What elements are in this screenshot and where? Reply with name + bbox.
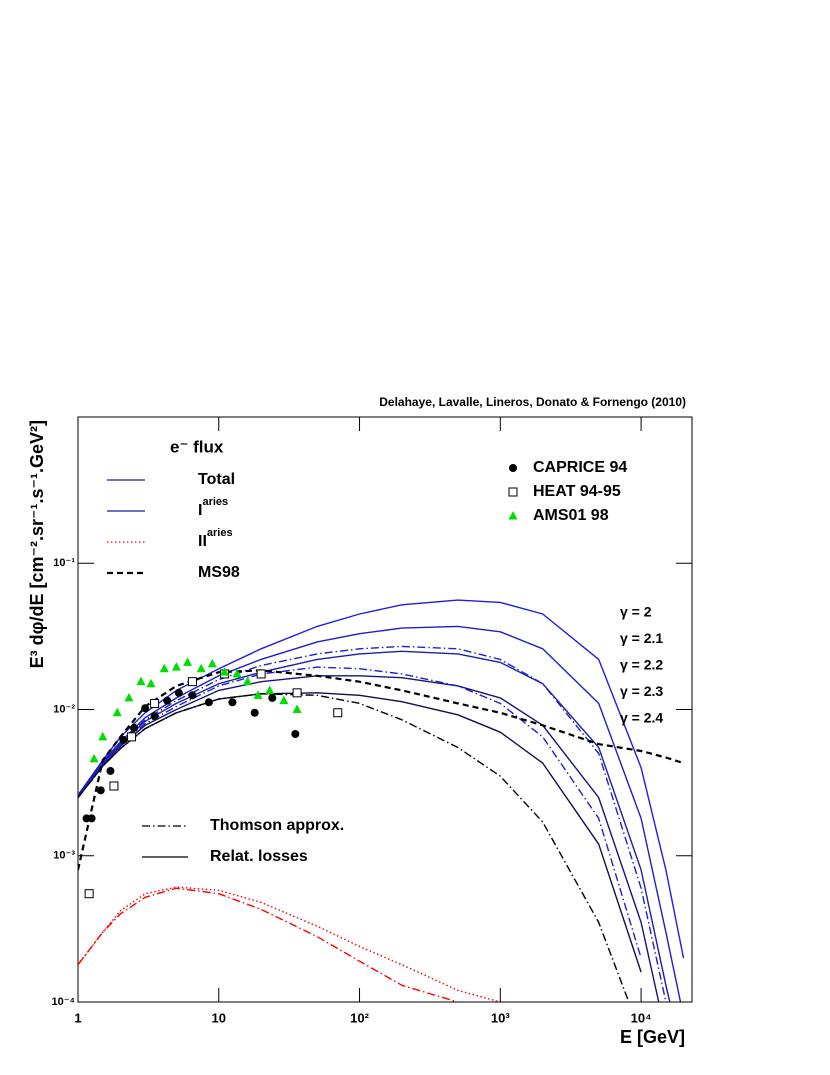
data-point — [136, 676, 146, 686]
legend-sup: aries — [202, 496, 228, 508]
x-tick-label: 10² — [350, 1010, 369, 1025]
data-point — [119, 735, 128, 744]
data-point — [333, 708, 343, 718]
legend-sup: aries — [207, 527, 233, 539]
data-point — [188, 691, 197, 700]
data-point — [112, 707, 122, 717]
gamma-label: γ = 2 — [620, 604, 652, 620]
legend-label: HEAT 94-95 — [533, 483, 621, 500]
data-point — [243, 676, 253, 686]
curve — [78, 693, 630, 1002]
legend-label: AMS01 98 — [533, 507, 609, 524]
x-tick-label: 10 — [212, 1010, 226, 1025]
data-point — [163, 696, 172, 705]
gamma-label: γ = 2.4 — [620, 710, 663, 726]
legend-label: MS98 — [198, 564, 240, 581]
x-axis-label: E [GeV] — [620, 1027, 685, 1047]
data-point — [183, 657, 193, 666]
curve — [78, 599, 685, 959]
data-point — [106, 766, 115, 775]
legend-text: I — [198, 502, 202, 519]
x-tick-label: 10⁴ — [631, 1010, 652, 1025]
data-point — [268, 693, 277, 702]
legend-symbol — [508, 487, 518, 497]
data-point — [265, 685, 275, 694]
y-tick-label: 10⁻¹ — [53, 557, 75, 569]
data-point — [84, 889, 94, 899]
data-point — [96, 786, 105, 795]
data-point — [207, 658, 217, 668]
legend-text: MS98 — [198, 564, 240, 581]
data-point — [124, 692, 134, 702]
data-point — [141, 704, 150, 713]
annotation: Delahaye, Lavalle, Lineros, Donato & For… — [379, 395, 686, 409]
style-label: Thomson approx. — [210, 817, 344, 834]
data-point — [109, 781, 119, 791]
legend-label: IIaries — [198, 527, 233, 550]
plot-area — [78, 599, 685, 1002]
data-point — [291, 729, 300, 738]
data-point — [150, 698, 160, 708]
data-point — [89, 753, 99, 763]
legend-text: Total — [198, 471, 235, 488]
data-point — [127, 732, 137, 742]
y-axis-label: E³ dφ/dE [cm⁻².sr⁻¹.s⁻¹.GeV²] — [27, 420, 47, 668]
data-point — [196, 663, 206, 673]
data-point — [171, 662, 181, 671]
data-point — [279, 695, 289, 705]
data-point — [256, 669, 266, 679]
data-point — [292, 688, 302, 698]
style-label: Relat. losses — [210, 848, 308, 865]
legend-label: CAPRICE 94 — [533, 459, 627, 476]
data-point — [87, 814, 96, 823]
curve — [78, 692, 642, 973]
data-point — [159, 663, 169, 673]
legend-symbol — [509, 464, 517, 472]
legend-symbol — [508, 511, 518, 520]
legend-label: Total — [198, 471, 235, 488]
data-point — [228, 698, 237, 707]
data-point — [253, 690, 263, 699]
curve — [78, 675, 660, 1002]
x-tick-label: 1 — [74, 1010, 81, 1025]
data-point — [174, 688, 183, 697]
data-point — [220, 667, 230, 676]
y-tick-label: 10⁻⁴ — [52, 996, 75, 1008]
data-point — [150, 712, 159, 721]
curve — [78, 886, 501, 1002]
curve — [78, 887, 459, 1002]
y-tick-label: 10⁻² — [53, 703, 75, 715]
curve — [78, 669, 684, 871]
gamma-label: γ = 2.1 — [620, 630, 663, 646]
curve — [78, 625, 682, 1002]
data-point — [187, 677, 197, 687]
data-point — [250, 708, 259, 717]
data-point — [130, 723, 139, 732]
gamma-label: γ = 2.2 — [620, 657, 663, 673]
data-point — [146, 678, 156, 688]
legend-label: Iaries — [198, 496, 228, 519]
data-point — [292, 704, 302, 713]
y-tick-label: 10⁻³ — [53, 850, 75, 862]
legend-title: e⁻ flux — [170, 437, 224, 456]
legend-text: II — [198, 533, 207, 550]
gamma-label: γ = 2.3 — [620, 683, 663, 699]
data-point — [204, 698, 213, 707]
data-point — [232, 668, 242, 678]
data-point — [98, 731, 108, 741]
x-tick-label: 10³ — [491, 1010, 510, 1025]
